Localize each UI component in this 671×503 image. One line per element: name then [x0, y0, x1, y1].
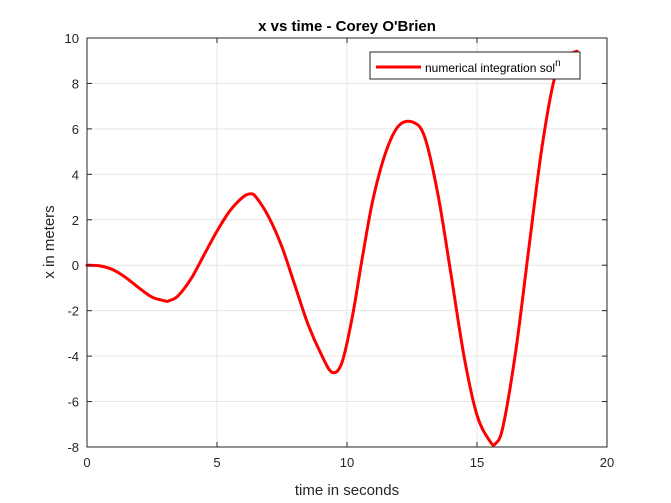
- x-tick-labels: 0 5 10 15 20: [83, 455, 614, 470]
- legend: numerical integration soln: [369, 51, 581, 80]
- y-tick-labels: -8 -6 -4 -2 0 2 4 6 8 10: [65, 31, 79, 455]
- series-line-numerical-integration: [85, 49, 579, 447]
- legend-entry-superscript: n: [555, 58, 561, 69]
- y-tick-label: 8: [72, 76, 79, 91]
- x-tick-label: 0: [83, 455, 90, 470]
- y-axis-label: x in meters: [41, 205, 58, 278]
- y-tick-label: -6: [67, 395, 79, 410]
- x-tick-label: 10: [340, 455, 354, 470]
- x-gridlines: [216, 38, 478, 447]
- x-tick-label: 15: [470, 455, 484, 470]
- y-tick-label: 2: [72, 213, 79, 228]
- y-gridlines: [87, 82, 607, 403]
- legend-entry-label: numerical integration sol: [425, 61, 555, 75]
- y-tick-label: 10: [65, 31, 79, 46]
- x-axis-label: time in seconds: [295, 482, 399, 499]
- x-tick-label: 5: [213, 455, 220, 470]
- chart-title: x vs time - Corey O'Brien: [258, 18, 436, 35]
- y-tick-label: -8: [67, 440, 79, 455]
- x-tick-label: 20: [600, 455, 614, 470]
- legend-entry: numerical integration soln: [425, 58, 561, 75]
- y-tick-label: -4: [67, 349, 79, 364]
- y-tick-label: 4: [72, 167, 79, 182]
- axis-ticks: [86, 37, 608, 448]
- y-tick-label: 6: [72, 122, 79, 137]
- y-tick-label: 0: [72, 258, 79, 273]
- y-tick-label: -2: [67, 304, 79, 319]
